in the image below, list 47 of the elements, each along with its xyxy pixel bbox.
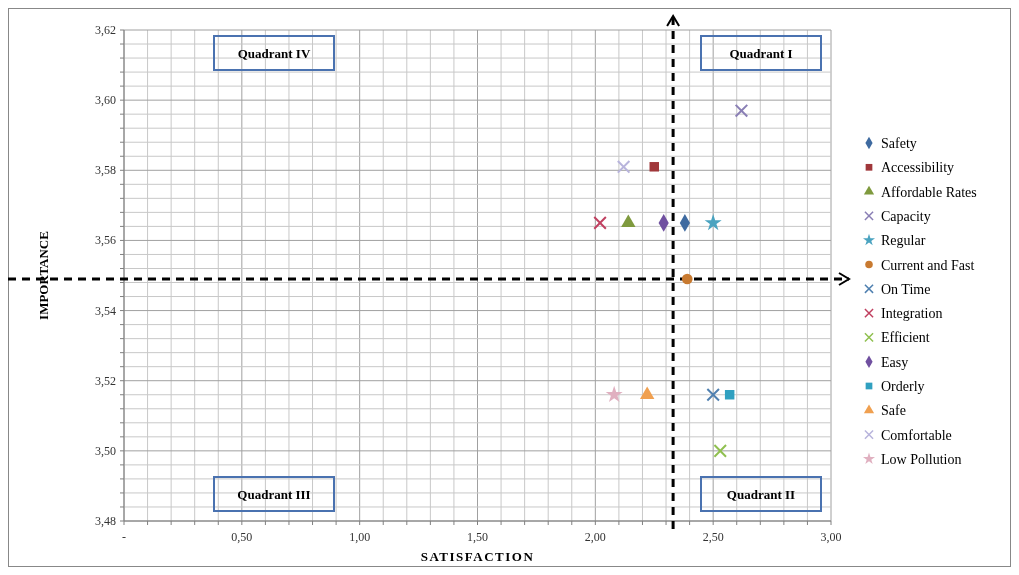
y-axis-title: IMPORTANCE: [36, 231, 51, 320]
y-tick-label: 3,52: [95, 373, 116, 388]
legend-label: Low Pollution: [881, 451, 962, 467]
legend-label: Affordable Rates: [881, 184, 977, 200]
point: [616, 159, 631, 174]
x-tick-label: 1,00: [349, 530, 371, 544]
point: [724, 390, 735, 400]
legend-label: Integration: [881, 306, 943, 322]
legend-label: Comfortable: [881, 427, 952, 443]
y-tick-label: 3,56: [95, 233, 116, 248]
annotation: Quadrant III: [237, 487, 311, 502]
legend-label: Safety: [881, 136, 917, 151]
legend-label: Efficient: [881, 330, 930, 346]
y-tick-label: 3,50: [95, 443, 116, 458]
x-tick-label: 1,50: [467, 530, 488, 544]
legend-label: Safe: [881, 403, 906, 419]
legend-label: Orderly: [881, 379, 925, 394]
y-tick-label: 3,54: [95, 303, 116, 318]
x-axis-title: SATISFACTION: [420, 549, 535, 564]
annotation: Quadrant IV: [237, 46, 311, 61]
x-tick-label: 0,50: [231, 530, 253, 544]
legend-label: Accessibility: [881, 160, 955, 176]
point: [713, 444, 728, 458]
point: [621, 214, 636, 228]
y-tick-label: 3,62: [95, 23, 116, 37]
y-tick-label: 3,58: [95, 163, 116, 178]
legend-label: Easy: [881, 354, 909, 370]
legend-label: Regular: [881, 233, 926, 249]
legend-label: Current and Fast: [881, 257, 975, 273]
y-tick-label: 3,60: [95, 93, 116, 108]
x-tick-label: 2,00: [584, 530, 606, 544]
point: [734, 103, 749, 118]
legend-label: Capacity: [881, 208, 931, 224]
point: [704, 213, 722, 231]
y-tick-label: 3,48: [95, 514, 116, 528]
annotation: Quadrant II: [726, 487, 796, 502]
x-tick-label: -: [122, 530, 126, 544]
point: [639, 386, 655, 399]
point: [681, 273, 693, 285]
legend-label: On Time: [881, 281, 931, 297]
point: [706, 387, 720, 402]
point: [593, 216, 607, 230]
x-tick-label: 2,50: [702, 530, 724, 544]
annotation: Quadrant I: [729, 46, 793, 61]
point: [605, 385, 623, 402]
point: [649, 162, 659, 172]
x-tick-label: 3,00: [820, 530, 842, 544]
